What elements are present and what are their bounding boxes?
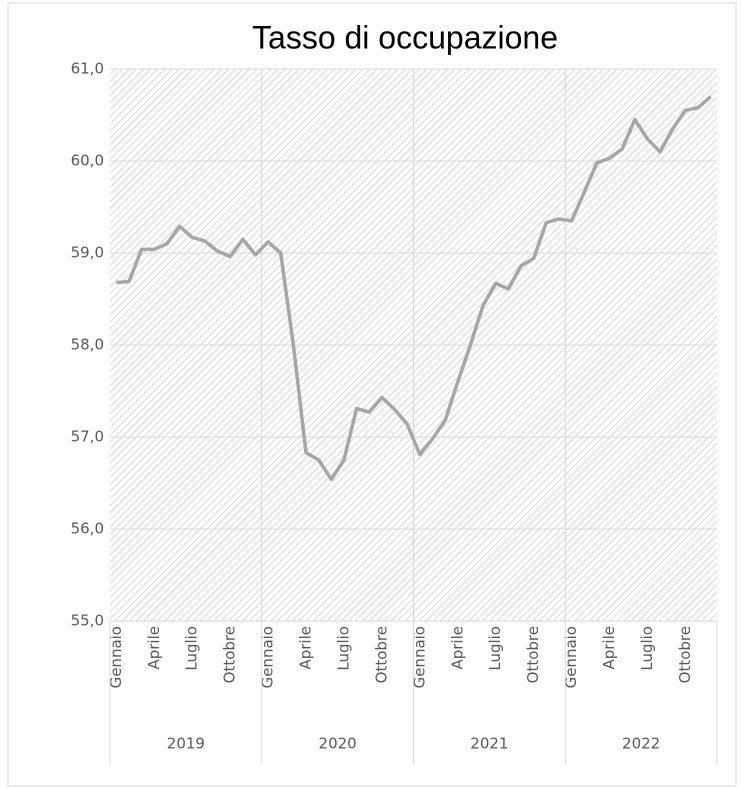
x-tick-label: Gennaio: [107, 626, 125, 688]
line-series: [116, 95, 712, 482]
y-tick-label: 61,0: [71, 60, 104, 78]
chart-border: [7, 2, 737, 787]
y-tick-label: 58,0: [71, 336, 104, 354]
x-tick-label: Ottobre: [524, 626, 542, 683]
x-tick-label: Gennaio: [562, 626, 580, 688]
y-tick-label: 55,0: [71, 612, 104, 630]
y-tick-label: 57,0: [71, 428, 104, 446]
y-tick-label: 56,0: [71, 520, 104, 538]
x-tick-label: Ottobre: [372, 626, 390, 683]
x-tick-label: Aprile: [145, 626, 163, 670]
year-label: 2019: [167, 735, 205, 753]
x-tick-label: Gennaio: [410, 626, 428, 688]
year-label: 2021: [470, 735, 508, 753]
x-tick-label: Ottobre: [221, 626, 239, 683]
x-tick-label: Aprile: [297, 626, 315, 670]
y-tick-label: 60,0: [71, 152, 104, 170]
year-label: 2020: [319, 735, 357, 753]
chart-title: Tasso di occupazione: [252, 19, 558, 55]
x-tick-label: Luglio: [334, 626, 352, 671]
y-tick-label: 59,0: [71, 244, 104, 262]
x-tick-label: Luglio: [486, 626, 504, 671]
x-tick-label: Aprile: [448, 626, 466, 670]
x-tick-label: Luglio: [638, 626, 656, 671]
year-label: 2022: [622, 735, 660, 753]
x-tick-label: Gennaio: [259, 626, 277, 688]
x-tick-label: Luglio: [183, 626, 201, 671]
x-tick-label: Aprile: [600, 626, 618, 670]
x-tick-label: Ottobre: [676, 626, 694, 683]
